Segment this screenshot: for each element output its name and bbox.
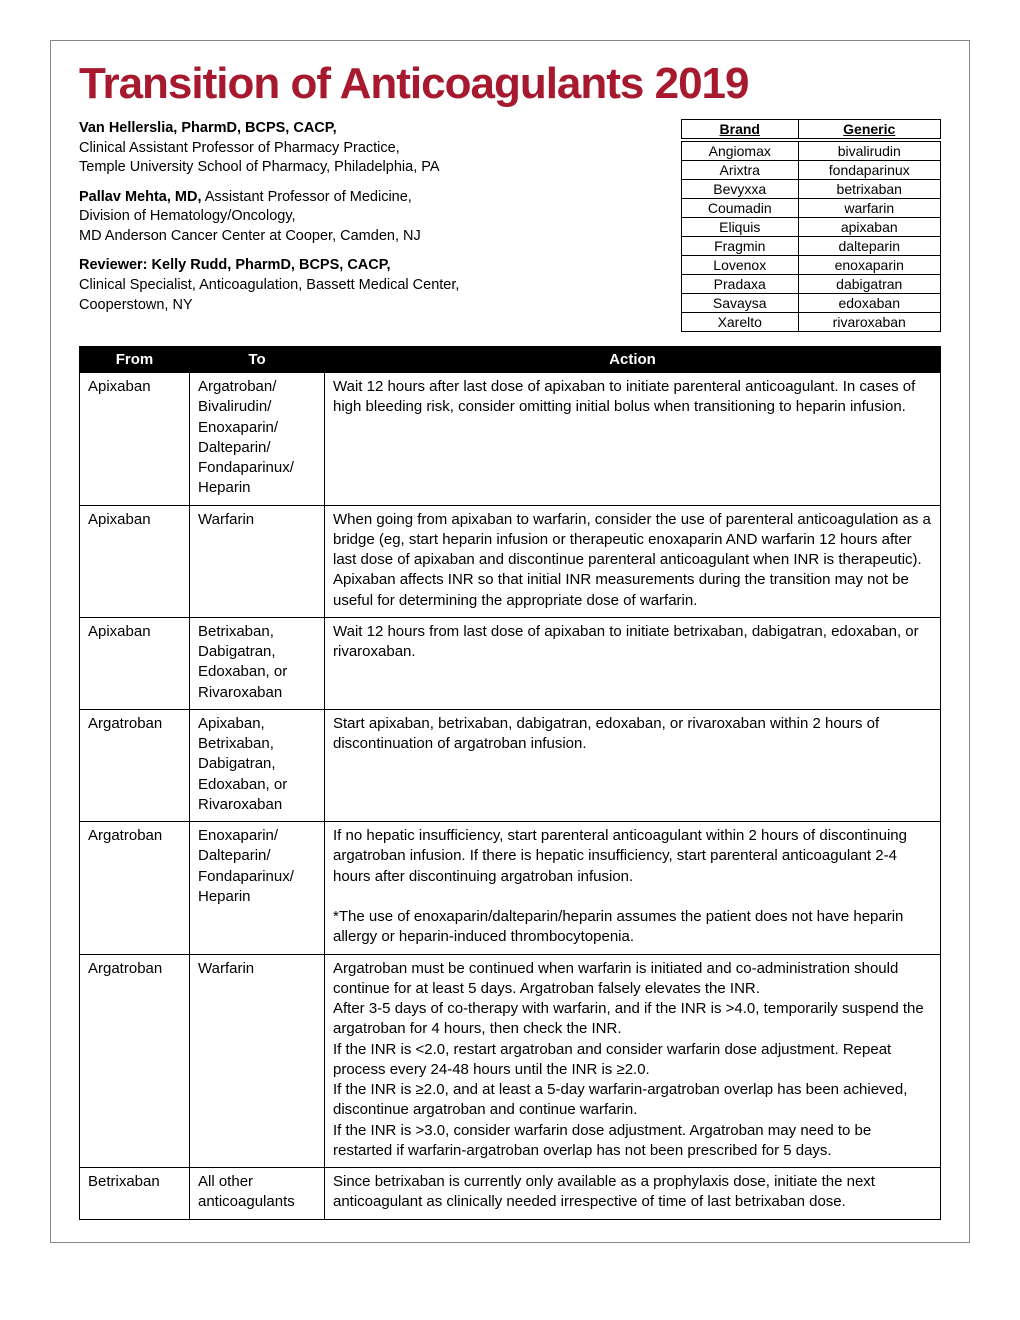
table-cell-action: Wait 12 hours from last dose of apixaban… <box>325 617 941 709</box>
table-cell-from: Argatroban <box>80 954 190 1168</box>
author-role: Assistant Professor of Medicine, <box>201 189 411 205</box>
brand-table-cell: dabigatran <box>798 275 941 294</box>
table-row: ArgatrobanWarfarinArgatroban must be con… <box>80 954 941 1168</box>
brand-table-cell: Fragmin <box>682 237 799 256</box>
brand-table-cell: betrixaban <box>798 180 941 199</box>
table-cell-to: Apixaban,Betrixaban,Dabigatran,Edoxaban,… <box>190 709 325 821</box>
table-row: BetrixabanAll otheranticoagulantsSince b… <box>80 1168 941 1220</box>
main-table-header: To <box>190 347 325 373</box>
brand-table-cell: edoxaban <box>798 294 941 313</box>
author-entry: Van Hellerslia, PharmD, BCPS, CACP,Clini… <box>79 119 661 178</box>
brand-table-row: Bevyxxabetrixaban <box>682 180 941 199</box>
main-table-header: Action <box>325 347 941 373</box>
brand-table-row: Eliquisapixaban <box>682 218 941 237</box>
table-cell-action: Wait 12 hours after last dose of apixaba… <box>325 373 941 506</box>
brand-table-cell: Bevyxxa <box>682 180 799 199</box>
authors-block: Van Hellerslia, PharmD, BCPS, CACP,Clini… <box>79 119 661 332</box>
table-cell-to: Warfarin <box>190 954 325 1168</box>
table-cell-to: Argatroban/Bivalirudin/Enoxaparin/Daltep… <box>190 373 325 506</box>
brand-generic-table: BrandGeneric AngiomaxbivalirudinArixtrafo… <box>681 119 941 332</box>
brand-table-cell: warfarin <box>798 199 941 218</box>
transition-table: FromToActionApixabanArgatroban/Bivalirud… <box>79 346 941 1220</box>
brand-table-row: Savaysaedoxaban <box>682 294 941 313</box>
brand-table-cell: rivaroxaban <box>798 313 941 332</box>
author-name: Reviewer: Kelly Rudd, PharmD, BCPS, CACP… <box>79 257 391 273</box>
table-cell-from: Apixaban <box>80 505 190 617</box>
table-cell-from: Apixaban <box>80 617 190 709</box>
table-cell-to: Enoxaparin/Dalteparin/Fondaparinux/Hepar… <box>190 822 325 955</box>
table-cell-action: Start apixaban, betrixaban, dabigatran, … <box>325 709 941 821</box>
brand-table-row: Angiomaxbivalirudin <box>682 142 941 161</box>
brand-table-cell: enoxaparin <box>798 256 941 275</box>
table-row: ArgatrobanEnoxaparin/Dalteparin/Fondapar… <box>80 822 941 955</box>
brand-table-cell: Pradaxa <box>682 275 799 294</box>
page-title: Transition of Anticoagulants 2019 <box>79 59 941 109</box>
author-name: Pallav Mehta, MD, <box>79 189 201 205</box>
brand-table-row: Coumadinwarfarin <box>682 199 941 218</box>
table-cell-from: Betrixaban <box>80 1168 190 1220</box>
table-cell-from: Apixaban <box>80 373 190 506</box>
table-row: ApixabanBetrixaban,Dabigatran,Edoxaban, … <box>80 617 941 709</box>
brand-table-cell: Savaysa <box>682 294 799 313</box>
table-cell-from: Argatroban <box>80 709 190 821</box>
table-row: ApixabanArgatroban/Bivalirudin/Enoxapari… <box>80 373 941 506</box>
brand-table-cell: Xarelto <box>682 313 799 332</box>
brand-table-row: Arixtrafondaparinux <box>682 161 941 180</box>
brand-table-row: Fragmindalteparin <box>682 237 941 256</box>
page-container: Transition of Anticoagulants 2019 Van He… <box>50 40 970 1243</box>
table-cell-action: Since betrixaban is currently only avail… <box>325 1168 941 1220</box>
brand-table-row: Xareltorivaroxaban <box>682 313 941 332</box>
brand-table-cell: bivalirudin <box>798 142 941 161</box>
header-row: Van Hellerslia, PharmD, BCPS, CACP,Clini… <box>79 119 941 332</box>
brand-table-header: Brand <box>682 120 799 139</box>
table-row: ArgatrobanApixaban,Betrixaban,Dabigatran… <box>80 709 941 821</box>
main-table-header: From <box>80 347 190 373</box>
brand-table-cell: dalteparin <box>798 237 941 256</box>
brand-table-header: Generic <box>798 120 941 139</box>
brand-table-cell: Lovenox <box>682 256 799 275</box>
author-name: Van Hellerslia, PharmD, BCPS, CACP, <box>79 120 337 136</box>
table-cell-action: When going from apixaban to warfarin, co… <box>325 505 941 617</box>
brand-table-row: Pradaxadabigatran <box>682 275 941 294</box>
brand-table-cell: Angiomax <box>682 142 799 161</box>
table-cell-from: Argatroban <box>80 822 190 955</box>
table-cell-action: Argatroban must be continued when warfar… <box>325 954 941 1168</box>
author-entry: Pallav Mehta, MD, Assistant Professor of… <box>79 188 661 247</box>
brand-table-cell: fondaparinux <box>798 161 941 180</box>
table-cell-to: All otheranticoagulants <box>190 1168 325 1220</box>
brand-table-cell: Arixtra <box>682 161 799 180</box>
table-cell-to: Betrixaban,Dabigatran,Edoxaban, orRivaro… <box>190 617 325 709</box>
table-cell-to: Warfarin <box>190 505 325 617</box>
brand-table-cell: apixaban <box>798 218 941 237</box>
table-cell-action: If no hepatic insufficiency, start paren… <box>325 822 941 955</box>
author-entry: Reviewer: Kelly Rudd, PharmD, BCPS, CACP… <box>79 256 661 315</box>
brand-table-row: Lovenoxenoxaparin <box>682 256 941 275</box>
table-row: ApixabanWarfarinWhen going from apixaban… <box>80 505 941 617</box>
brand-table-cell: Eliquis <box>682 218 799 237</box>
brand-table-cell: Coumadin <box>682 199 799 218</box>
